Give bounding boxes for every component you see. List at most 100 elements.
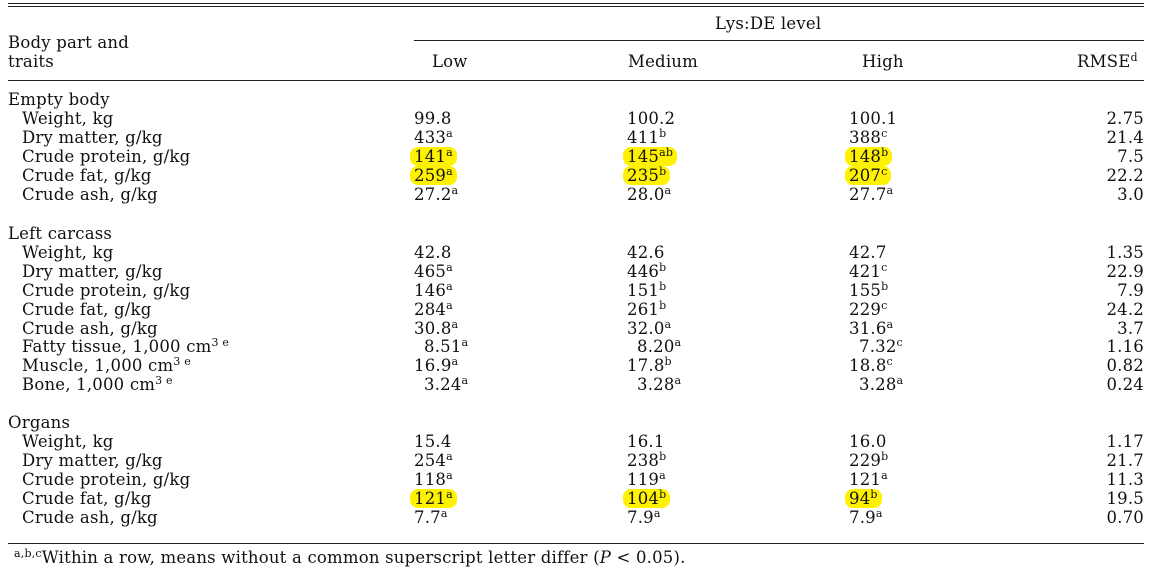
row-label-text: Weight, kg (22, 431, 114, 451)
value-low-text: 121 (414, 488, 447, 508)
value-high-sup: a (881, 468, 888, 482)
value-low-text: 118 (414, 469, 447, 489)
value-rmse: 1.35 (1106, 242, 1144, 262)
row-label-text: Crude ash, g/kg (22, 318, 158, 338)
value-rmse: 0.70 (1106, 507, 1144, 527)
value-medium-sup: a (664, 183, 672, 197)
value-medium: 119a (627, 470, 666, 490)
value-low-text: 16.9 (414, 356, 452, 376)
value-high-wrap: 229b (849, 451, 888, 470)
value-medium-wrap: 8.20a (637, 337, 681, 356)
value-high-text: 7.9 (849, 507, 876, 527)
row-label: Crude ash, g/kg (22, 319, 158, 339)
row-label: Crude protein, g/kg (22, 147, 190, 167)
value-low: 42.8 (414, 243, 452, 263)
value-high-text: 42.7 (849, 242, 887, 262)
value-medium: 3.28a (637, 375, 681, 395)
value-high-text: 16.0 (849, 431, 887, 451)
value-medium-sup: b (659, 487, 667, 501)
value-low-sup: a (461, 336, 469, 350)
value-high: 42.7 (849, 243, 887, 263)
value-high-text: 27.7 (849, 184, 887, 204)
value-high: 388c (849, 128, 887, 148)
row-label: Fatty tissue, 1,000 cm3 e (22, 337, 229, 357)
value-high-wrap: 388c (849, 128, 887, 147)
value-rmse: 11.3 (1106, 469, 1144, 489)
value-high: 3.28a (859, 375, 903, 395)
value-high: 155b (849, 281, 888, 301)
value-low-wrap: 7.7a (414, 508, 448, 527)
value-low-sup: a (461, 374, 469, 388)
value-high-text: 18.8 (849, 356, 887, 376)
row-label: Crude protein, g/kg (22, 470, 190, 490)
value-low-sup: a (446, 126, 453, 140)
header-group-lys-de: Lys:DE level (715, 14, 822, 33)
row-label: Crude fat, g/kg (22, 166, 151, 186)
value-rmse: 7.9 (1117, 280, 1144, 300)
value-low-sup: a (440, 506, 448, 520)
value-rmse: 3.0 (1117, 184, 1144, 204)
value-medium-wrap: 151b (627, 281, 666, 300)
header-rmse-sup: d (1130, 51, 1138, 64)
value-high-text: 388 (849, 127, 882, 147)
value-high-wrap: 148b (845, 146, 893, 166)
value-low-text: 30.8 (414, 318, 452, 338)
value-low-text: 27.2 (414, 184, 452, 204)
value-high: 27.7a (849, 185, 893, 205)
value-low: 27.2a (414, 185, 458, 205)
value-low: 15.4 (414, 432, 452, 452)
value-medium-text: 16.1 (627, 431, 665, 451)
value-low-wrap: 27.2a (414, 185, 458, 204)
value-high-text: 155 (849, 280, 882, 300)
value-high-sup: c (881, 126, 888, 140)
value-high: 421c (849, 262, 887, 282)
value-high-text: 229 (849, 450, 882, 470)
value-high-sup: c (881, 298, 888, 312)
value-medium: 446b (627, 262, 666, 282)
value-low-sup: a (446, 487, 453, 501)
value-high: 94b (845, 488, 882, 509)
value-high-wrap: 100.1 (849, 109, 897, 128)
row-label-text: Dry matter, g/kg (22, 127, 163, 147)
value-low-text: 15.4 (414, 431, 452, 451)
value-medium-sup: b (659, 449, 667, 463)
value-medium: 145ab (623, 146, 678, 167)
value-high-sup: c (896, 336, 903, 350)
bottom-rule (8, 543, 1144, 544)
row-label-text: Crude protein, g/kg (22, 280, 191, 300)
row-label-text: Bone, 1,000 cm (22, 375, 156, 395)
footnote-p: P (599, 548, 612, 567)
value-low-sup: a (446, 279, 453, 293)
value-medium-text: 119 (627, 469, 660, 489)
value-high-wrap: 94b (845, 488, 882, 508)
value-rmse: 1.16 (1106, 337, 1144, 357)
value-high-text: 148 (849, 146, 882, 166)
row-label: Dry matter, g/kg (22, 262, 163, 282)
value-low: 254a (414, 451, 453, 471)
value-medium: 28.0a (627, 185, 671, 205)
value-rmse: 19.5 (1106, 488, 1144, 508)
row-label: Dry matter, g/kg (22, 128, 163, 148)
value-rmse: 1.17 (1106, 431, 1144, 451)
row-label: Muscle, 1,000 cm3 e (22, 356, 191, 376)
row-label: Weight, kg (22, 109, 114, 129)
value-medium-text: 100.2 (627, 108, 676, 128)
value-high-wrap: 421c (849, 262, 887, 281)
value-low-text: 259 (414, 165, 447, 185)
value-high-text: 100.1 (849, 108, 898, 128)
header-rule (8, 80, 1144, 81)
value-medium-wrap: 7.9a (627, 508, 661, 527)
value-medium-text: 28.0 (627, 184, 665, 204)
value-medium: 100.2 (627, 109, 675, 129)
value-rmse: 2.75 (1106, 108, 1144, 128)
value-high-wrap: 7.9a (849, 508, 883, 527)
value-low-wrap: 146a (414, 281, 453, 300)
row-label: Crude ash, g/kg (22, 508, 158, 528)
section-title: Empty body (8, 90, 110, 109)
header-traits: traits (8, 52, 54, 71)
value-medium: 17.8b (627, 356, 672, 376)
row-label-text: Fatty tissue, 1,000 cm (22, 337, 212, 357)
value-low: 146a (414, 281, 453, 301)
value-medium-wrap: 100.2 (627, 109, 675, 128)
value-low: 284a (414, 300, 453, 320)
